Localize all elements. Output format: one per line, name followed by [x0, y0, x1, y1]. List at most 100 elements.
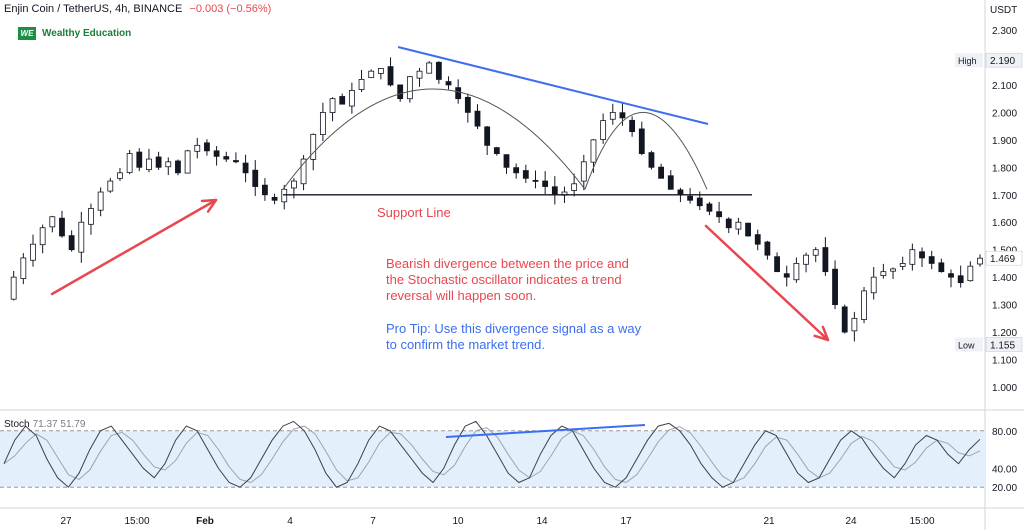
candle-down [725, 218, 732, 229]
candle-down [948, 273, 954, 278]
candle-down [928, 256, 935, 264]
candle-up [49, 216, 56, 228]
candle-up [735, 221, 742, 230]
stoch-k-line [3, 420, 981, 488]
candle-down [542, 180, 549, 187]
high-value-bg [985, 52, 1023, 68]
candle-down [242, 162, 249, 174]
stoch-name: Stoch [4, 419, 30, 430]
candle-down [687, 195, 693, 201]
divergence-line-3: reversal will happen soon. [386, 288, 537, 303]
first-top-arc [282, 88, 586, 190]
candle-down [696, 197, 703, 207]
candle-up [329, 98, 336, 113]
second-top-arc [584, 112, 708, 190]
candle-up [10, 276, 17, 300]
candle-up [880, 271, 887, 276]
candle-down [841, 306, 848, 333]
chart-title: Enjin Coin / TetherUS, 4h, BINANCE [4, 3, 183, 15]
stochastic-panel: 80.00 40.00 20.00 [0, 420, 1017, 494]
price-tick-label: 1.000 [992, 383, 1017, 394]
stoch-label: Stoch 71.37 51.79 [4, 419, 85, 430]
candle-down [638, 128, 645, 154]
candle-down [919, 251, 925, 259]
stoch-divergence-line [445, 424, 646, 438]
brand: WE Wealthy Education [18, 27, 131, 40]
candle-down [667, 175, 674, 190]
candle-up [310, 133, 317, 160]
candle-up [406, 76, 413, 100]
candle-down [503, 154, 510, 168]
price-tick-label: 1.300 [992, 301, 1017, 312]
high-tag-bg [955, 53, 983, 68]
candle-down [754, 234, 761, 245]
brand-name: Wealthy Education [42, 28, 132, 39]
candle-down [822, 247, 829, 273]
time-tick-label: Feb [196, 516, 214, 527]
time-tick-label: 17 [620, 516, 632, 527]
candle-up [377, 68, 384, 74]
candle-up [300, 158, 307, 185]
price-change: −0.003 (−0.56%) [189, 3, 272, 15]
price-unit: USDT [990, 5, 1018, 16]
stoch-tick-label: 80.00 [992, 427, 1017, 438]
stoch-d-line [3, 425, 981, 484]
candle-up [870, 276, 877, 294]
pro-tip-line-2: to confirm the market trend. [386, 337, 545, 352]
candle-down [677, 189, 684, 196]
candle-down [957, 275, 964, 284]
candle-up [78, 221, 85, 253]
candle-down [136, 151, 143, 168]
candle-down [745, 222, 751, 237]
divergence-line-2: the Stochastic oscillator indicates a tr… [386, 272, 622, 287]
high-value-label: 2.190 [990, 56, 1015, 67]
candle-up [580, 161, 587, 182]
candle-down [764, 241, 771, 256]
candle-down [155, 156, 162, 168]
pro-tip-line-1: Pro Tip: Use this divergence signal as a… [386, 321, 642, 336]
time-tick-label: 15:00 [124, 516, 149, 527]
candle-down [223, 156, 230, 160]
downtrend-arrow-head [813, 325, 830, 342]
support-line-label: Support Line [377, 205, 451, 220]
candle-up [967, 265, 974, 282]
candle-up [368, 70, 375, 79]
candle-down [493, 147, 500, 154]
candle-down [648, 152, 655, 168]
time-tick-label: 4 [287, 516, 293, 527]
price-tick-label: 1.900 [992, 136, 1017, 147]
candle-down [513, 167, 520, 174]
candle-up [281, 188, 288, 203]
time-axis: 27 15:00 Feb 4 7 10 14 17 21 24 15:00 [60, 516, 935, 527]
candle-down [629, 119, 636, 133]
candle-up [30, 243, 36, 261]
low-value-label: 1.155 [990, 340, 1015, 351]
candle-up [861, 290, 867, 320]
candle-down [59, 217, 65, 237]
stoch-band [0, 430, 985, 488]
candle-down [435, 61, 442, 80]
candle-down [271, 196, 278, 201]
candle-down [551, 186, 558, 196]
time-tick-label: 27 [60, 516, 72, 527]
price-tick-label: 2.300 [992, 26, 1017, 37]
candle-down [445, 81, 452, 86]
time-tick-label: 21 [763, 516, 775, 527]
divergence-line-1: Bearish divergence between the price and [386, 256, 629, 271]
uptrend-arrow-head [200, 198, 218, 213]
uptrend-arrow [50, 198, 218, 296]
candle-up [117, 172, 123, 179]
last-value-label: 1.469 [990, 254, 1015, 265]
price-tick-label: 1.700 [992, 191, 1017, 202]
price-tick-label: 1.800 [992, 163, 1017, 174]
price-tick-label: 1.400 [992, 273, 1017, 284]
candle-up [812, 249, 819, 256]
candle-up [194, 144, 201, 152]
time-tick-label: 15:00 [909, 516, 934, 527]
candle-up [126, 153, 133, 173]
candle-up [909, 249, 916, 265]
candle-down [706, 203, 713, 212]
high-tag-label: High [958, 56, 977, 66]
candle-down [484, 126, 491, 146]
